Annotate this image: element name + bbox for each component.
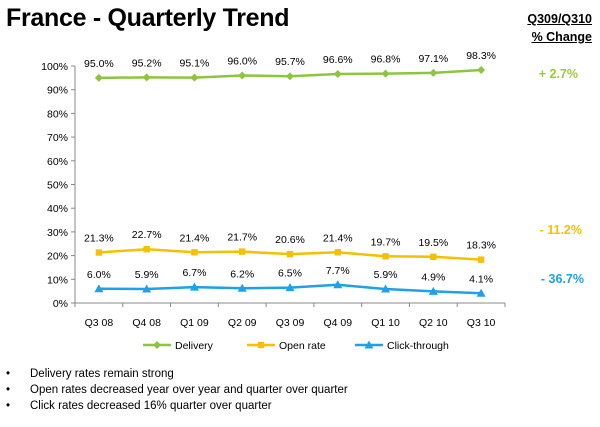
open-rate-data-point — [334, 249, 341, 256]
click-through-data-point — [333, 280, 343, 289]
bullet-item: Open rates decreased year over year and … — [6, 382, 348, 398]
open-rate-data-point — [286, 250, 294, 258]
open-rate-change: - 11.2% — [539, 223, 582, 237]
change-header-period: Q309/Q310 — [527, 12, 592, 26]
open-rate-data-point — [95, 249, 103, 256]
delivery-change: + 2.7% — [538, 67, 578, 81]
legend-marker — [364, 340, 374, 349]
click-through-data-point — [476, 288, 486, 297]
y-tick-label: 10% — [47, 274, 68, 286]
delivery-data-label: 98.3% — [466, 50, 496, 62]
delivery-data-label: 95.7% — [275, 56, 305, 68]
y-tick-label: 60% — [47, 156, 68, 168]
delivery-data-label: 95.1% — [180, 58, 210, 70]
delivery-data-label: 97.1% — [418, 53, 448, 65]
click-through-data-point — [237, 283, 247, 292]
open-rate-data-label: 19.7% — [371, 236, 401, 248]
x-tick-label: Q1 10 — [371, 317, 400, 329]
delivery-data-point — [94, 73, 103, 82]
click-through-data-label: 5.9% — [374, 269, 398, 281]
click-through-data-point — [142, 284, 152, 293]
x-tick-label: Q1 09 — [180, 317, 209, 329]
legend-label: Click-through — [387, 340, 449, 352]
open-rate-data-label: 19.5% — [418, 237, 448, 249]
open-rate-data-label: 22.7% — [132, 229, 162, 241]
change-header-label: % Change — [531, 30, 592, 44]
open-rate-data-label: 18.3% — [466, 240, 496, 252]
click-through-data-point — [94, 284, 104, 293]
open-rate-data-point — [239, 248, 246, 255]
delivery-data-point — [381, 69, 390, 78]
open-rate-data-label: 21.3% — [84, 233, 114, 245]
x-tick-label: Q2 10 — [419, 317, 448, 329]
delivery-data-point — [286, 72, 294, 81]
y-tick-label: 0% — [53, 298, 68, 310]
click-through-data-point — [428, 286, 438, 295]
click-through-data-label: 6.2% — [230, 268, 254, 280]
delivery-data-point — [429, 68, 438, 77]
delivery-data-label: 95.0% — [84, 58, 114, 70]
click-through-data-label: 4.1% — [469, 273, 493, 285]
click-through-data-point — [285, 283, 295, 292]
delivery-data-label: 96.6% — [323, 54, 353, 66]
x-tick-label: Q3 08 — [85, 317, 114, 329]
open-rate-data-point — [477, 256, 485, 263]
delivery-data-label: 95.2% — [132, 57, 162, 69]
click-through-data-point — [189, 282, 199, 291]
delivery-data-label: 96.8% — [371, 54, 401, 66]
open-rate-data-label: 21.4% — [323, 232, 353, 244]
click-through-data-label: 5.9% — [135, 269, 159, 281]
y-tick-label: 70% — [47, 132, 68, 144]
y-tick-label: 80% — [47, 108, 68, 120]
open-rate-data-label: 21.4% — [180, 232, 210, 244]
open-rate-data-point — [143, 246, 150, 253]
page-title: France - Quarterly Trend — [6, 4, 290, 32]
open-rate-data-point — [191, 249, 198, 256]
y-tick-label: 90% — [47, 85, 68, 97]
click-through-change: - 36.7% — [540, 272, 584, 286]
y-tick-label: 100% — [41, 61, 68, 73]
click-through-data-label: 7.7% — [326, 265, 350, 277]
delivery-data-point — [477, 66, 486, 75]
open-rate-data-label: 21.7% — [227, 232, 257, 244]
x-tick-label: Q4 08 — [132, 317, 161, 329]
click-through-data-label: 6.7% — [182, 267, 206, 279]
open-rate-data-point — [382, 253, 389, 260]
legend-marker — [153, 341, 161, 349]
open-rate-data-point — [430, 253, 437, 260]
x-tick-label: Q4 09 — [323, 317, 352, 329]
bullet-item: Click rates decreased 16% quarter over q… — [6, 398, 348, 414]
legend-marker — [257, 341, 265, 349]
delivery-data-label: 96.0% — [227, 55, 257, 67]
click-through-data-point — [381, 284, 391, 293]
change-header: Q309/Q310 % Change — [527, 10, 592, 46]
legend-label: Open rate — [279, 340, 326, 352]
summary-bullets: Delivery rates remain strong Open rates … — [6, 366, 348, 414]
delivery-data-point — [142, 73, 151, 82]
click-through-data-label: 4.9% — [421, 271, 445, 283]
y-tick-label: 50% — [47, 180, 68, 192]
trend-chart: 0% 10% 20% 30% 40% 50% 60% 70% 80% 90% 100% Q3 08 Q4… — [41, 50, 506, 352]
x-tick-label: Q3 10 — [467, 317, 496, 329]
y-tick-label: 40% — [47, 203, 68, 215]
delivery-data-point — [238, 71, 247, 80]
legend-label: Delivery — [175, 340, 214, 352]
click-through-data-label: 6.0% — [87, 269, 111, 281]
y-tick-label: 20% — [47, 251, 68, 263]
x-tick-label: Q2 09 — [228, 317, 257, 329]
x-tick-label: Q3 09 — [276, 317, 305, 329]
delivery-data-point — [190, 73, 199, 82]
y-tick-label: 30% — [47, 227, 68, 239]
open-rate-data-label: 20.6% — [275, 234, 305, 246]
delivery-data-point — [333, 70, 342, 79]
click-through-data-label: 6.5% — [278, 268, 302, 280]
bullet-item: Delivery rates remain strong — [6, 366, 348, 382]
